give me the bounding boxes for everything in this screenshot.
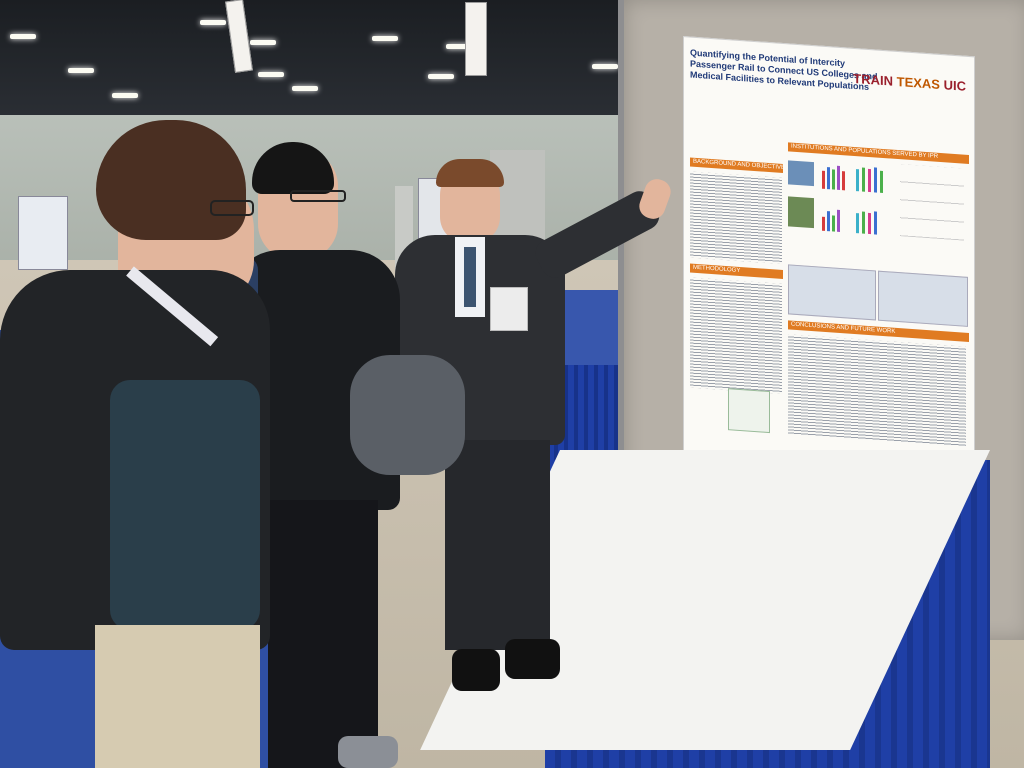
poster-bar-chart (854, 203, 894, 236)
ceiling-light (10, 34, 36, 39)
glasses (290, 190, 346, 202)
ceiling-light (200, 20, 226, 25)
poster-photo (788, 160, 814, 187)
poster-text-block (788, 334, 966, 447)
poster-text-block (690, 277, 782, 394)
poster-section-header: BACKGROUND AND OBJECTIVE (690, 157, 783, 173)
attendee-left-sweater (110, 380, 260, 630)
sneaker (338, 736, 398, 768)
poster-charts (788, 156, 966, 268)
ceiling-light (446, 44, 472, 49)
ceiling-light (68, 68, 94, 73)
attendee-left-trousers (95, 625, 260, 768)
logo-train: TRAIN (853, 70, 894, 89)
ceiling-light (292, 86, 318, 91)
poster-bar-chart (820, 159, 850, 191)
presenter-tie (464, 247, 476, 307)
logo-uic: UIC (943, 77, 966, 94)
poster-text-block (690, 171, 782, 264)
ceiling-light (428, 74, 454, 79)
poster-section-header: METHODOLOGY (690, 263, 783, 279)
presenter-shoe (505, 639, 560, 679)
folded-jacket (350, 355, 465, 475)
glasses (210, 200, 254, 216)
presenter-hair (436, 159, 504, 187)
ceiling-light (592, 64, 618, 69)
poster-map (788, 264, 876, 321)
attendee-left-hair (96, 120, 246, 240)
ceiling-light (258, 72, 284, 77)
poster-map (878, 270, 968, 327)
ceiling-light (372, 36, 398, 41)
presenter-shoe (452, 649, 500, 691)
logo-texas: TEXAS (896, 73, 940, 92)
poster-bar-chart (854, 161, 894, 194)
attendee-left (0, 120, 280, 768)
ceiling-light (112, 93, 138, 98)
poster-line-charts (900, 164, 964, 241)
poster-diagram (728, 388, 770, 434)
presenter (390, 155, 690, 705)
attendee-middle-trousers (268, 500, 378, 768)
ceiling-light (250, 40, 276, 45)
presenter-trousers (445, 440, 550, 650)
distant-poster-board (18, 196, 68, 270)
name-badge (490, 287, 528, 331)
poster-bar-chart (820, 201, 850, 233)
poster-photo (788, 196, 814, 229)
hanging-sign (465, 2, 487, 76)
